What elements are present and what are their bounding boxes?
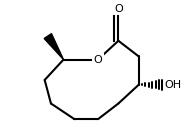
Text: O: O <box>94 55 102 65</box>
Polygon shape <box>44 34 64 60</box>
Text: O: O <box>114 4 123 14</box>
Text: OH: OH <box>165 80 182 90</box>
